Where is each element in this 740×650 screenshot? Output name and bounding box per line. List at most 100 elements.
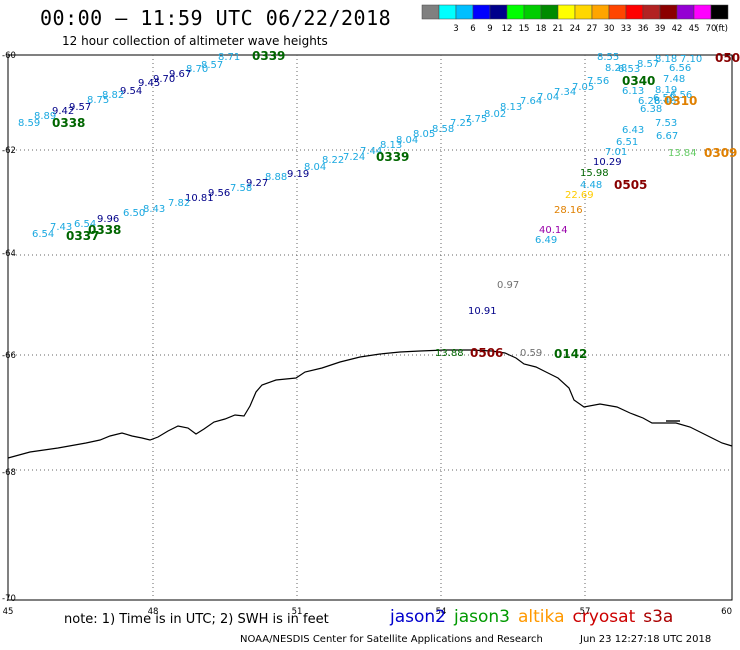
wave-height-label: 8.13 (500, 102, 522, 113)
color-swatch (710, 4, 729, 20)
wave-height-label: 9.67 (169, 69, 191, 80)
color-swatch (693, 4, 712, 20)
wave-height-label: 6.38 (640, 104, 662, 115)
color-swatch-label: 42 (672, 24, 683, 34)
wave-height-label: 8.19 (655, 85, 677, 96)
color-swatch (523, 4, 542, 20)
pass-time-label: 0340 (622, 74, 655, 88)
color-swatch-label: 6 (470, 24, 475, 34)
wave-height-labels: 8.718.578.709.679.709.459.548.828.759.57… (18, 49, 740, 361)
footer-note: note: 1) Time is in UTC; 2) SWH is in fe… (64, 612, 329, 627)
color-swatch-label: 21 (553, 24, 564, 34)
wave-height-label: 7.43 (50, 222, 72, 233)
wave-height-label: 6.43 (622, 125, 644, 136)
color-swatch-label: 3 (453, 24, 458, 34)
latitude-tick-label: -66 (2, 351, 16, 361)
pass-time-label: 0338 (52, 116, 85, 130)
latitude-tick-label: -64 (2, 249, 16, 259)
latitude-tick-label: -70 (2, 594, 16, 604)
wave-height-label: 6.53 (618, 64, 640, 75)
longitude-tick-label: 57 (580, 607, 591, 617)
wave-height-label: 7.24 (343, 152, 365, 163)
wave-height-label: 8.04 (396, 135, 418, 146)
wave-height-label: 7.04 (537, 92, 559, 103)
color-swatch (438, 4, 457, 20)
color-swatch (676, 4, 695, 20)
wave-height-label: 8.55 (597, 52, 619, 63)
page-title: 00:00 – 11:59 UTC 06/22/2018 (40, 6, 392, 30)
wave-height-label: 7.82 (168, 198, 190, 209)
wave-height-label: 8.04 (304, 162, 326, 173)
pass-time-label: 0338 (88, 223, 121, 237)
wave-height-label: 9.54 (120, 86, 142, 97)
footer-credit: NOAA/NESDIS Center for Satellite Applica… (240, 634, 543, 645)
pass-time-label: 0337 (66, 229, 99, 243)
satellite-legend-cryosat: cryosat (572, 607, 636, 627)
map-grid (8, 55, 732, 600)
satellite-legend-jason2: jason2 (390, 607, 446, 627)
wave-height-label: 9.96 (97, 214, 119, 225)
wave-height-label: 6.49 (535, 235, 557, 246)
wave-height-label: 8.28 (605, 63, 627, 74)
longitude-tick-label: 48 (148, 607, 159, 617)
wave-height-label: 0.59 (520, 348, 542, 359)
pass-time-label: 0339 (252, 49, 285, 63)
wave-height-label: 10.29 (593, 157, 622, 168)
wave-height-label: 9.27 (246, 178, 268, 189)
wave-height-label: 6.46 (654, 96, 676, 107)
wave-height-label: 8.75 (87, 95, 109, 106)
wave-height-label: 7.58 (230, 183, 252, 194)
wave-height-label: 8.05 (413, 129, 435, 140)
latitude-tick-labels: -60 -62 -64 -66 -68 -70 (2, 51, 16, 604)
wave-height-label: 13.88 (435, 348, 464, 359)
wave-height-label: 6.51 (616, 137, 638, 148)
wave-height-label: 9.42 (52, 106, 74, 117)
longitude-tick-label: 51 (292, 607, 303, 617)
wave-height-label: 7.75 (465, 114, 487, 125)
pass-time-label: 0142 (554, 347, 587, 361)
color-swatch-label: 33 (621, 24, 632, 34)
wave-height-label: 28.16 (554, 205, 583, 216)
wave-height-label: 8.70 (186, 64, 208, 75)
color-swatch-label: 39 (655, 24, 666, 34)
wave-height-label: 4.48 (580, 180, 602, 191)
wave-height-label: 7.44 (360, 146, 382, 157)
latitude-tick-label: -68 (2, 468, 16, 478)
antarctic-coastline (7, 349, 733, 459)
wave-height-label: 6.28 (638, 96, 660, 107)
color-swatch (642, 4, 661, 20)
longitude-tick-label: 45 (3, 607, 14, 617)
color-swatch-label: 36 (638, 24, 649, 34)
wave-height-label: 40.14 (539, 225, 568, 236)
wave-height-label: 6.56 (670, 90, 692, 101)
color-swatch (659, 4, 678, 20)
wave-height-label: 6.50 (123, 208, 145, 219)
color-bar-legend: 3 6 9 12 15 18 21 24 27 30 33 36 39 42 45 70(ft) (421, 4, 729, 34)
wave-height-label: 0.97 (497, 280, 519, 291)
wave-height-label: 8.58 (432, 124, 454, 135)
color-swatch (506, 4, 525, 20)
color-swatch (591, 4, 610, 20)
wave-height-label: 8.89 (34, 111, 56, 122)
color-swatch-label: 30 (604, 24, 615, 34)
wave-height-label: 8.22 (322, 155, 344, 166)
color-swatch-label: 12 (502, 24, 513, 34)
pass-time-label: 0310 (664, 94, 697, 108)
wave-height-label: 8.02 (484, 109, 506, 120)
wave-height-label: 8.18 (655, 54, 677, 65)
wave-height-label: 9.56 (208, 188, 230, 199)
color-bar-unit: (ft) (715, 24, 728, 34)
wave-height-label: 9.70 (153, 74, 175, 85)
wave-height-label: 6.13 (622, 86, 644, 97)
page-subtitle: 12 hour collection of altimeter wave hei… (62, 34, 328, 48)
color-swatch-label: 18 (536, 24, 547, 34)
latitude-tick-label: -62 (2, 146, 16, 156)
wave-height-label: 10.91 (468, 306, 497, 317)
color-swatch-label: 45 (689, 24, 700, 34)
satellite-legend-jason3: jason3 (454, 607, 510, 627)
wave-height-label: 7.01 (605, 147, 627, 158)
satellite-legend-s3a: s3a (643, 607, 674, 627)
color-swatch-label: 9 (487, 24, 492, 34)
wave-height-label: 8.57 (201, 60, 223, 71)
